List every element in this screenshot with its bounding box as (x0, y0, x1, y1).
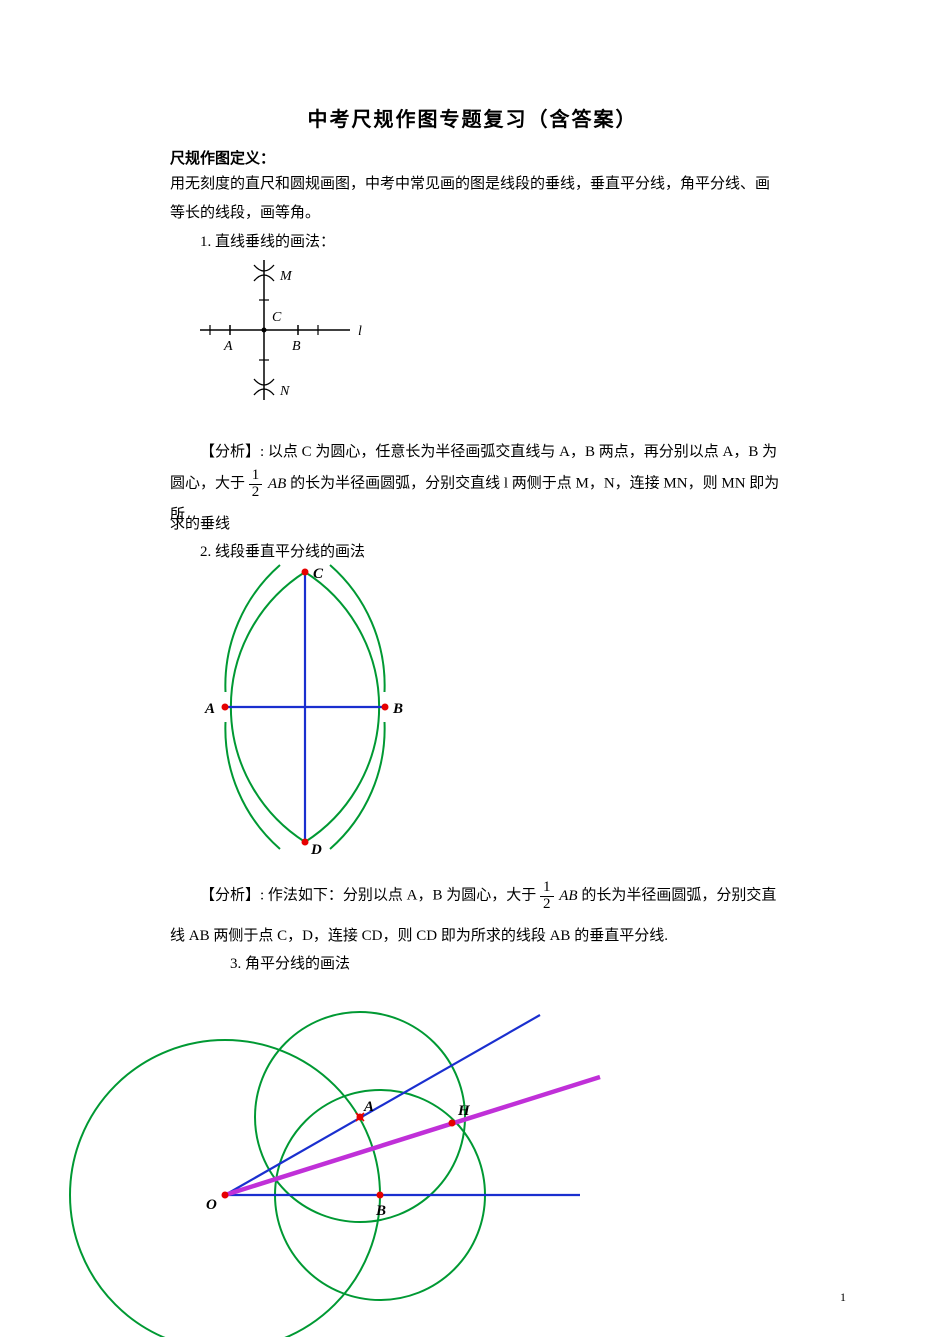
frac2-after: AB (559, 888, 577, 904)
analysis1-line2-prefix: 圆心，大于 (170, 476, 245, 492)
diagram-perpendicular: M C l A B N (200, 255, 400, 405)
page-number: 1 (840, 1290, 846, 1305)
analysis1-line2: 圆心，大于 1 2 AB 的长为半径画圆弧，分别交直线 l 两侧于点 M，N，连… (170, 468, 780, 529)
svg-text:H: H (457, 1103, 471, 1119)
fraction-half-1: 1 2 (249, 468, 263, 501)
svg-text:l: l (358, 324, 362, 339)
svg-text:A: A (223, 339, 233, 354)
definition-body: 用无刻度的直尺和圆规画图，中考中常见画的图是线段的垂线，垂直平分线，角平分线、画… (170, 170, 780, 227)
svg-text:O: O (206, 1197, 217, 1213)
page: 中考尺规作图专题复习（含答案） 尺规作图定义： 用无刻度的直尺和圆规画图，中考中… (0, 0, 945, 1337)
svg-text:A: A (363, 1099, 374, 1115)
frac2-num: 1 (540, 880, 554, 897)
frac2-den: 2 (540, 897, 554, 913)
frac1-den: 2 (249, 485, 263, 501)
svg-text:B: B (292, 339, 301, 354)
analysis2-line1-suffix: 的长为半径画圆弧，分别交直 (581, 888, 776, 904)
svg-text:N: N (279, 384, 290, 399)
fraction-half-2: 1 2 (540, 880, 554, 913)
svg-text:C: C (272, 310, 282, 325)
svg-text:C: C (313, 566, 324, 582)
frac1-after: AB (268, 476, 286, 492)
svg-text:B: B (392, 701, 403, 717)
diagram-perp-bisector: A B C D (185, 562, 445, 852)
diagram-angle-bisector: O A B H (170, 985, 610, 1285)
analysis1-line3: 求的垂线 (170, 510, 230, 539)
frac1-num: 1 (249, 468, 263, 485)
svg-text:D: D (310, 842, 322, 858)
page-title: 中考尺规作图专题复习（含答案） (0, 103, 945, 132)
method1-title: 1. 直线垂线的画法： (200, 228, 335, 257)
method3-title: 3. 角平分线的画法 (230, 950, 350, 979)
analysis2-line1: 【分析】: 作法如下：分别以点 A，B 为圆心，大于 1 2 AB 的长为半径画… (200, 880, 780, 913)
analysis1-line1: 【分析】: 以点 C 为圆心，任意长为半径画弧交直线与 A，B 两点，再分别以点… (200, 438, 780, 467)
svg-text:A: A (204, 701, 215, 717)
svg-text:B: B (375, 1203, 386, 1219)
svg-text:M: M (279, 269, 293, 284)
analysis2-line1-prefix: 【分析】: 作法如下：分别以点 A，B 为圆心，大于 (200, 888, 536, 904)
analysis2-line2: 线 AB 两侧于点 C，D，连接 CD，则 CD 即为所求的线段 AB 的垂直平… (170, 922, 780, 951)
